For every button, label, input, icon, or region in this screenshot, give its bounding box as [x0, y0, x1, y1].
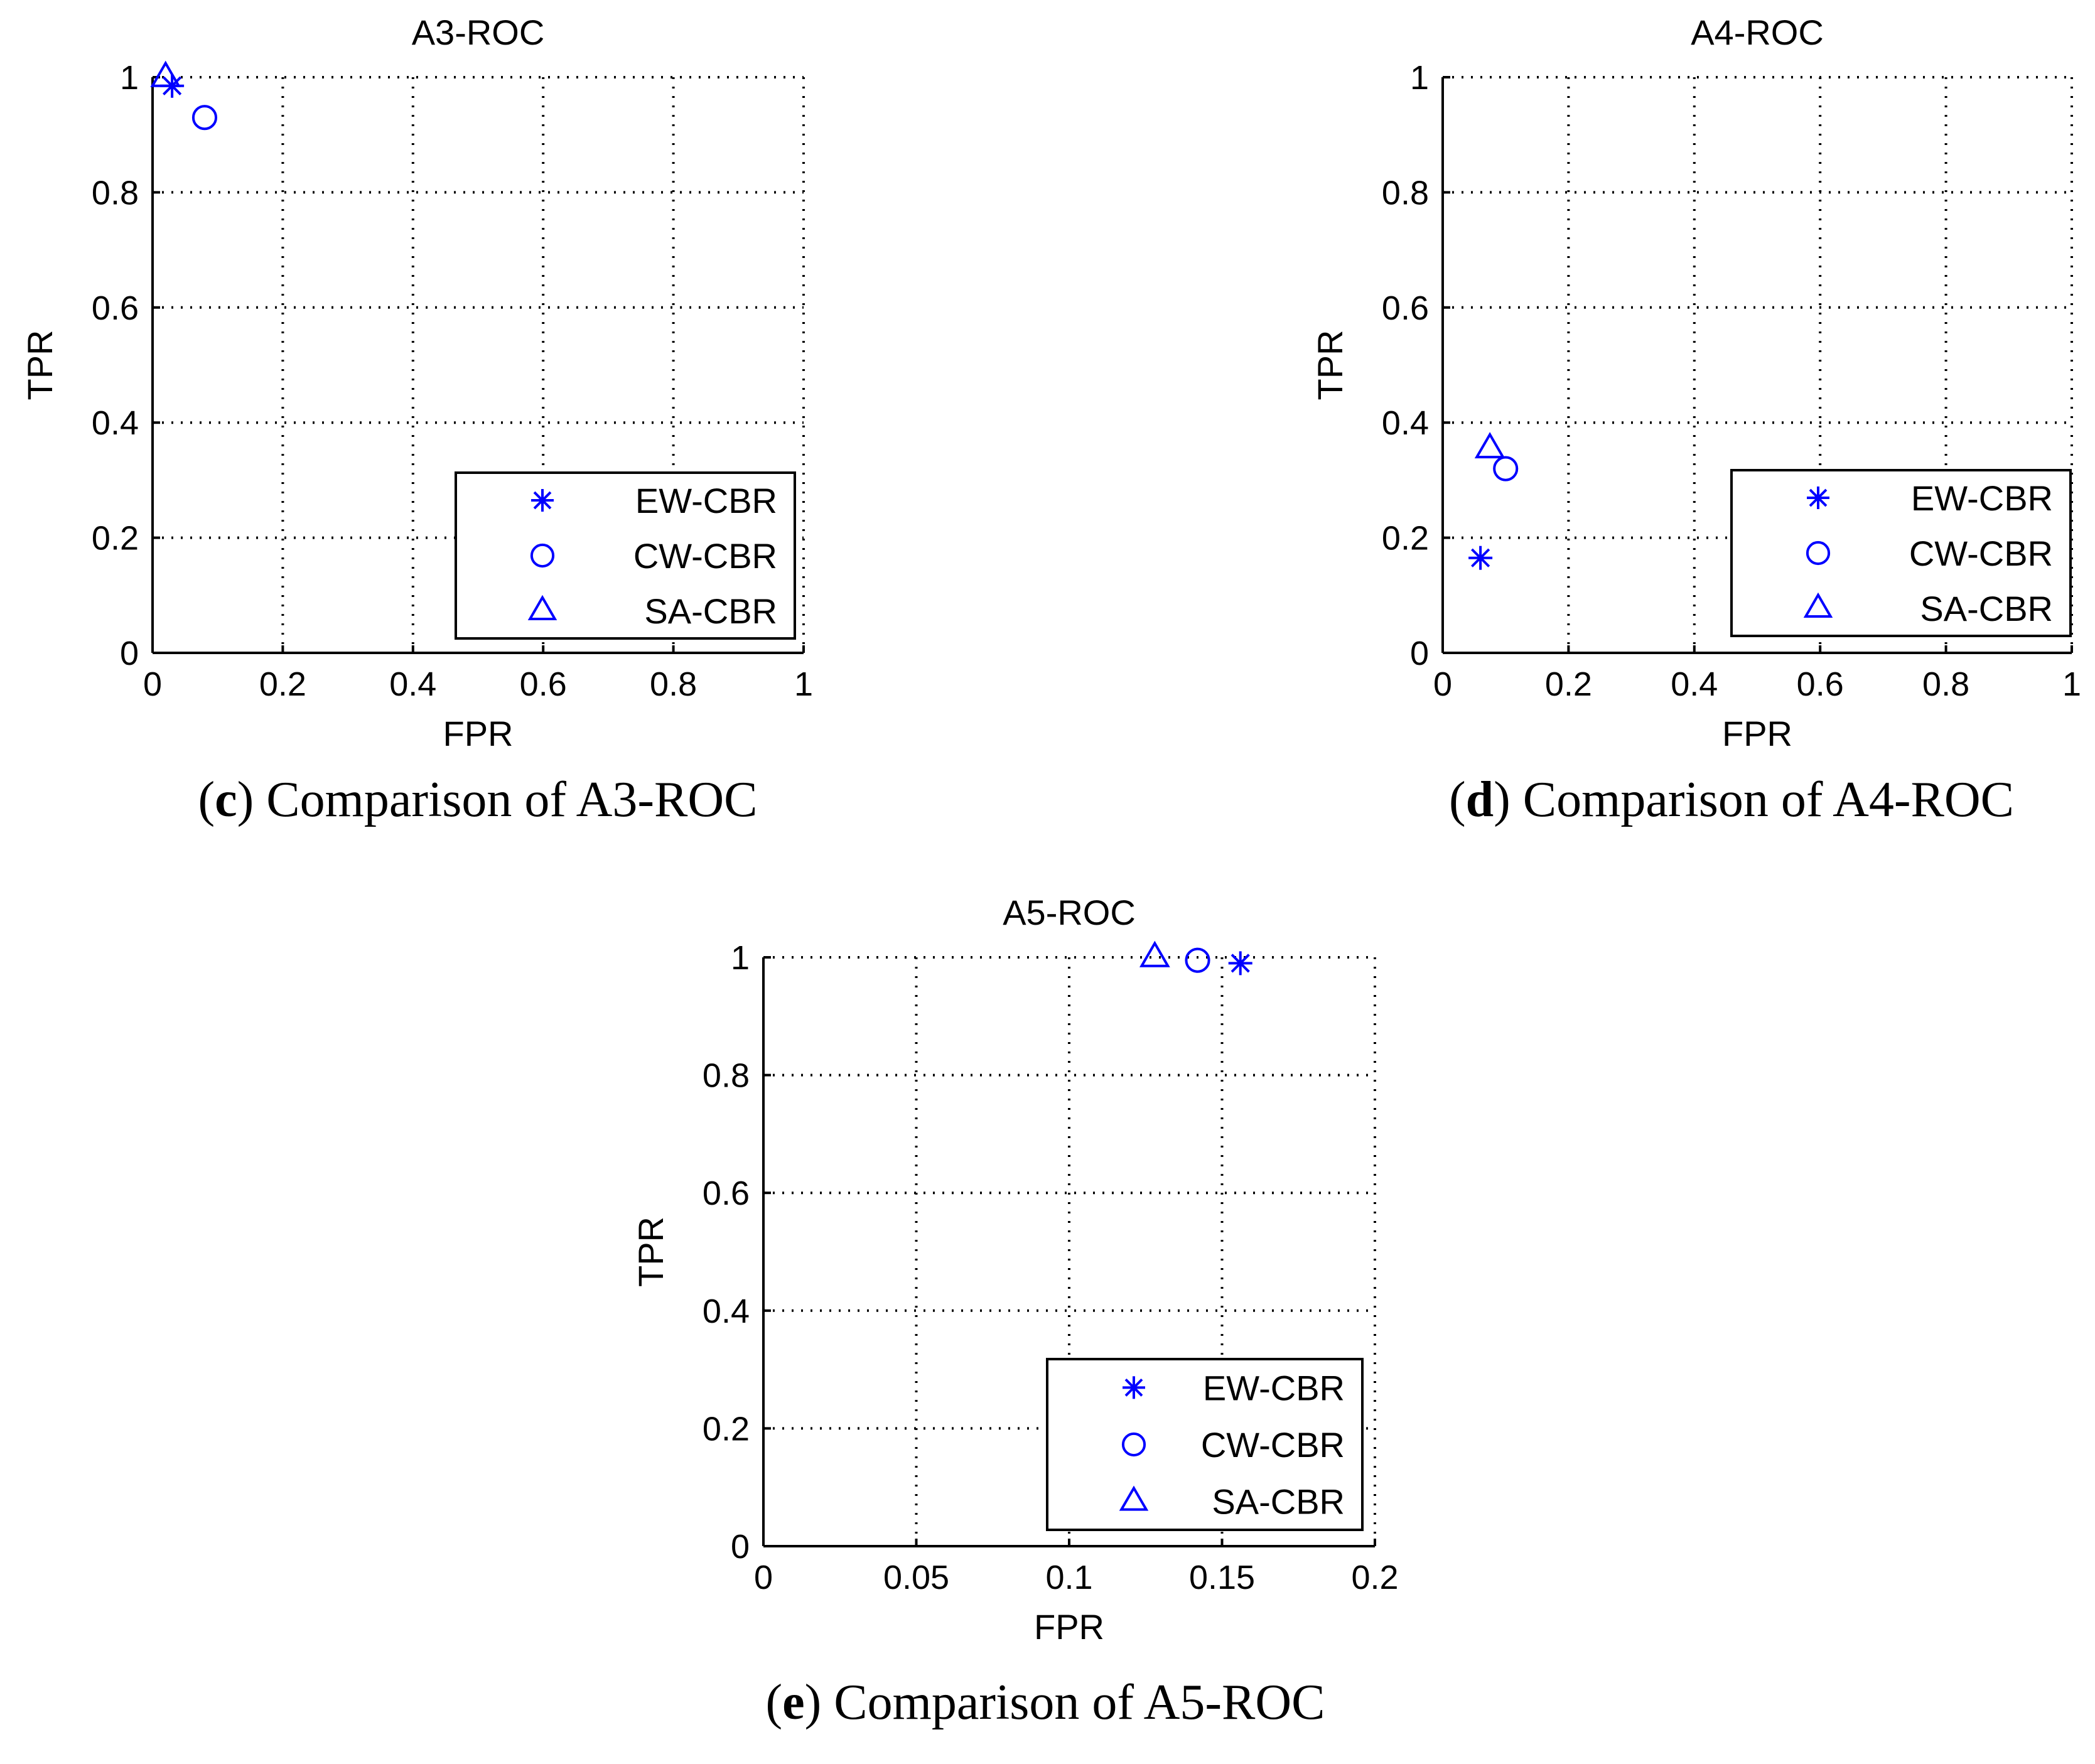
- figure-caption: (e) Comparison of A5-ROC: [765, 1675, 1325, 1730]
- y-axis-label: TPR: [631, 1217, 671, 1287]
- y-tick-label: 0.6: [703, 1175, 750, 1212]
- x-axis-label: FPR: [1722, 714, 1792, 753]
- x-tick-label: 0.15: [1189, 1559, 1255, 1596]
- figure-caption: (c) Comparison of A3-ROC: [198, 772, 757, 827]
- chart-a3-roc: 0 0.2 0.4 0.6 0.8 1 0 0.2 0.4 0.6 0.8 1 A3-ROC FPR TPR…: [20, 13, 813, 827]
- x-tick-label: 0.2: [259, 665, 306, 703]
- legend-marker-cw-cbr: [1121, 1432, 1146, 1457]
- y-tick-label: 0.4: [703, 1293, 750, 1330]
- y-tick-label: 0.4: [1382, 404, 1429, 442]
- legend-marker-cw-cbr: [1806, 540, 1831, 566]
- x-tick-label: 0.6: [520, 665, 567, 703]
- y-tick-label: 0.2: [92, 520, 139, 557]
- y-tick-label: 0.4: [92, 404, 139, 442]
- legend-marker-cw-cbr: [530, 543, 555, 568]
- chart-a5-roc: 0 0.05 0.1 0.15 0.2 0 0.2 0.4 0.6 0.8 1 A5-ROC FPR TP…: [631, 893, 1399, 1730]
- x-tick-label: 0.4: [389, 665, 436, 703]
- y-tick-label: 0.6: [1382, 289, 1429, 327]
- chart-title: A3-ROC: [412, 13, 545, 52]
- legend-label: EW-CBR: [1911, 478, 2053, 518]
- x-axis-label: FPR: [443, 714, 514, 753]
- data-point-cw-cbr: [191, 105, 218, 131]
- legend-marker-ew-cbr: [1807, 487, 1829, 509]
- y-tick-label: 0: [1410, 635, 1429, 672]
- y-tick-label: 0: [731, 1528, 750, 1566]
- chart-title: A4-ROC: [1691, 13, 1824, 52]
- x-tick-label: 0.6: [1797, 665, 1844, 703]
- y-tick-label: 1: [1410, 59, 1429, 97]
- x-axis-label: FPR: [1034, 1607, 1104, 1647]
- legend-box: [455, 471, 796, 640]
- legend-box: [1046, 1358, 1364, 1531]
- legend-label: SA-CBR: [644, 591, 777, 631]
- y-tick-label: 0.8: [703, 1057, 750, 1095]
- legend: EW-CBR CW-CBR SA-CBR: [1046, 1358, 1364, 1531]
- data-point-ew-cbr: [1228, 951, 1252, 976]
- chart-title: A5-ROC: [1003, 893, 1136, 932]
- legend: EW-CBR CW-CBR SA-CBR: [1730, 469, 2072, 637]
- y-tick-label: 0.8: [1382, 174, 1429, 212]
- data-point-cw-cbr: [1493, 456, 1519, 481]
- x-tick-label: 0.05: [883, 1559, 949, 1596]
- y-tick-label: 0.8: [92, 174, 139, 212]
- legend-marker-ew-cbr: [531, 489, 554, 512]
- data-point-ew-cbr: [1468, 546, 1493, 570]
- x-tick-label: 0.4: [1671, 665, 1718, 703]
- y-axis-label: TPR: [20, 330, 60, 401]
- x-tick-label: 1: [794, 665, 813, 703]
- legend-marker-sa-cbr: [1119, 1485, 1149, 1511]
- legend-label: EW-CBR: [635, 481, 777, 520]
- legend-marker-ew-cbr: [1123, 1376, 1145, 1399]
- y-axis-label: TPR: [1310, 330, 1350, 401]
- y-tick-label: 0.6: [92, 289, 139, 327]
- x-tick-label: 0: [1433, 665, 1452, 703]
- y-tick-label: 0.2: [1382, 520, 1429, 557]
- chart-a4-roc: 0 0.2 0.4 0.6 0.8 1 0 0.2 0.4 0.6 0.8 1 A4-ROC FPR TPR…: [1310, 13, 2081, 827]
- x-tick-label: 0: [143, 665, 162, 703]
- data-point-cw-cbr: [1185, 947, 1210, 973]
- legend-box: [1730, 469, 2072, 637]
- y-tick-label: 0: [120, 635, 139, 672]
- legend: EW-CBR CW-CBR SA-CBR: [455, 471, 796, 640]
- legend-label: CW-CBR: [633, 536, 777, 576]
- y-tick-label: 0.2: [703, 1410, 750, 1448]
- legend-label: CW-CBR: [1909, 534, 2053, 573]
- data-point-sa-cbr: [1139, 940, 1170, 967]
- legend-marker-sa-cbr: [527, 594, 557, 620]
- legend-label: CW-CBR: [1201, 1425, 1345, 1465]
- x-tick-label: 0: [754, 1559, 773, 1596]
- x-tick-label: 1: [2062, 665, 2081, 703]
- x-tick-label: 0.2: [1545, 665, 1592, 703]
- x-tick-label: 0.8: [1922, 665, 1969, 703]
- figure-caption: (d) Comparison of A4-ROC: [1449, 772, 2014, 827]
- legend-label: SA-CBR: [1212, 1482, 1345, 1522]
- data-point-sa-cbr: [1474, 432, 1505, 459]
- legend-label: EW-CBR: [1203, 1368, 1345, 1407]
- x-tick-label: 0.1: [1045, 1559, 1092, 1596]
- legend-marker-sa-cbr: [1803, 592, 1833, 618]
- data-point-sa-cbr: [150, 60, 181, 87]
- x-tick-label: 0.8: [650, 665, 697, 703]
- legend-label: SA-CBR: [1920, 589, 2053, 628]
- y-tick-label: 1: [731, 939, 750, 977]
- x-tick-label: 0.2: [1351, 1559, 1398, 1596]
- y-tick-label: 1: [120, 59, 139, 97]
